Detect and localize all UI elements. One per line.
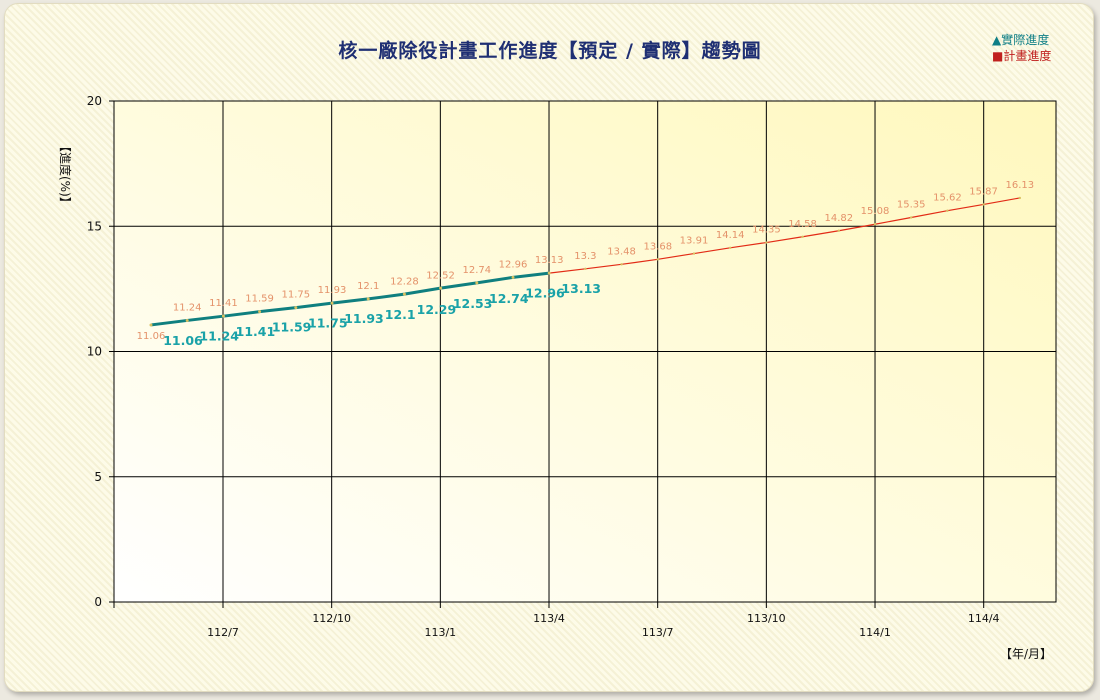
actual-data-label: 11.06 [163, 333, 203, 348]
actual-data-label: 11.24 [199, 328, 239, 343]
planned-data-label: 11.41 [209, 298, 238, 309]
planned-point [584, 267, 587, 271]
actual-point [439, 286, 443, 290]
y-tick-label: 0 [94, 595, 102, 609]
planned-data-label: 13.3 [574, 251, 596, 262]
planned-point [656, 258, 659, 261]
legend-actual: ▲實際進度 [992, 33, 1050, 47]
actual-data-label: 13.13 [561, 281, 601, 296]
planned-data-label: 12.96 [499, 259, 528, 270]
actual-data-label: 11.75 [308, 316, 348, 331]
actual-point [149, 323, 153, 327]
x-tick-label: 114/4 [968, 612, 1000, 625]
planned-data-label: 11.93 [318, 285, 347, 296]
planned-data-label: 11.24 [173, 302, 202, 313]
planned-data-label: 12.74 [462, 265, 491, 276]
x-tick-label: 114/1 [859, 626, 891, 639]
x-axis-label: 【年/月】 [1000, 647, 1053, 661]
actual-data-label: 12.29 [417, 302, 457, 317]
planned-point [982, 203, 985, 206]
actual-point [258, 310, 262, 314]
actual-data-label: 12.96 [525, 285, 565, 300]
x-tick-label: 112/7 [207, 626, 239, 639]
actual-point [185, 318, 189, 322]
actual-data-label: 12.74 [489, 291, 529, 306]
actual-point [547, 271, 551, 275]
planned-data-label: 14.58 [788, 219, 817, 230]
actual-point [330, 301, 334, 305]
planned-point [946, 209, 949, 212]
planned-data-label: 15.62 [933, 193, 962, 204]
actual-data-label: 12.53 [453, 296, 493, 311]
planned-point [692, 252, 696, 255]
planned-data-label: 14.35 [752, 225, 781, 236]
planned-data-label: 12.52 [426, 270, 455, 281]
planned-data-label: 15.87 [969, 186, 998, 197]
x-tick-label: 113/4 [533, 612, 565, 625]
planned-data-label: 13.91 [680, 236, 709, 247]
legend-planned: ■計畫進度 [992, 49, 1052, 63]
planned-data-label: 11.59 [245, 294, 274, 305]
actual-point [511, 275, 515, 279]
y-tick-label: 15 [87, 219, 102, 233]
planned-data-label: 13.13 [535, 255, 564, 266]
x-tick-label: 112/10 [312, 612, 351, 625]
planned-point [873, 223, 877, 226]
actual-data-label: 11.59 [272, 320, 312, 335]
planned-point [620, 263, 623, 266]
planned-point [801, 235, 804, 238]
planned-data-label: 14.14 [716, 230, 745, 241]
planned-data-label: 13.48 [607, 246, 636, 257]
y-tick-label: 10 [87, 345, 102, 359]
y-tick-label: 5 [94, 470, 102, 484]
planned-point [1018, 196, 1021, 200]
legend: ▲實際進度 ■計畫進度 [992, 32, 1051, 64]
y-tick-label: 20 [87, 94, 102, 108]
planned-point [910, 216, 913, 219]
planned-data-label: 15.35 [897, 199, 926, 210]
actual-point [475, 281, 479, 285]
actual-data-label: 12.1 [385, 307, 416, 322]
x-tick-label: 113/7 [642, 626, 674, 639]
planned-data-label: 12.28 [390, 276, 419, 287]
actual-point [402, 292, 406, 296]
actual-point [294, 306, 298, 310]
planned-data-label: 11.75 [281, 290, 310, 301]
actual-series-line [150, 271, 550, 327]
planned-data-label: 14.82 [824, 213, 853, 224]
chart-title: 核一廠除役計畫工作進度【預定 / 實際】趨勢圖 [338, 40, 762, 62]
planned-point [837, 229, 840, 232]
planned-data-label: 16.13 [1005, 180, 1034, 191]
x-tick-label: 113/1 [424, 626, 456, 639]
planned-data-label: 12.1 [357, 281, 379, 292]
actual-data-label: 11.93 [344, 311, 384, 326]
planned-point [729, 246, 732, 249]
actual-data-label: 11.41 [236, 324, 276, 339]
planned-data-label: 13.68 [643, 241, 672, 252]
planned-data-label: 11.06 [137, 331, 166, 342]
x-tick-label: 113/10 [747, 612, 786, 625]
planned-data-label: 15.08 [861, 206, 890, 217]
planned-point [765, 241, 768, 244]
actual-point [221, 314, 225, 318]
actual-point [366, 297, 370, 301]
